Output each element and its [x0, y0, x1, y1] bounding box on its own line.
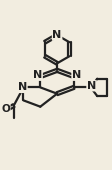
- Text: N: N: [53, 30, 62, 40]
- Text: N: N: [87, 81, 96, 91]
- Text: N: N: [72, 70, 81, 80]
- Text: N: N: [33, 70, 42, 80]
- Text: O: O: [1, 104, 10, 114]
- Text: N: N: [18, 82, 27, 92]
